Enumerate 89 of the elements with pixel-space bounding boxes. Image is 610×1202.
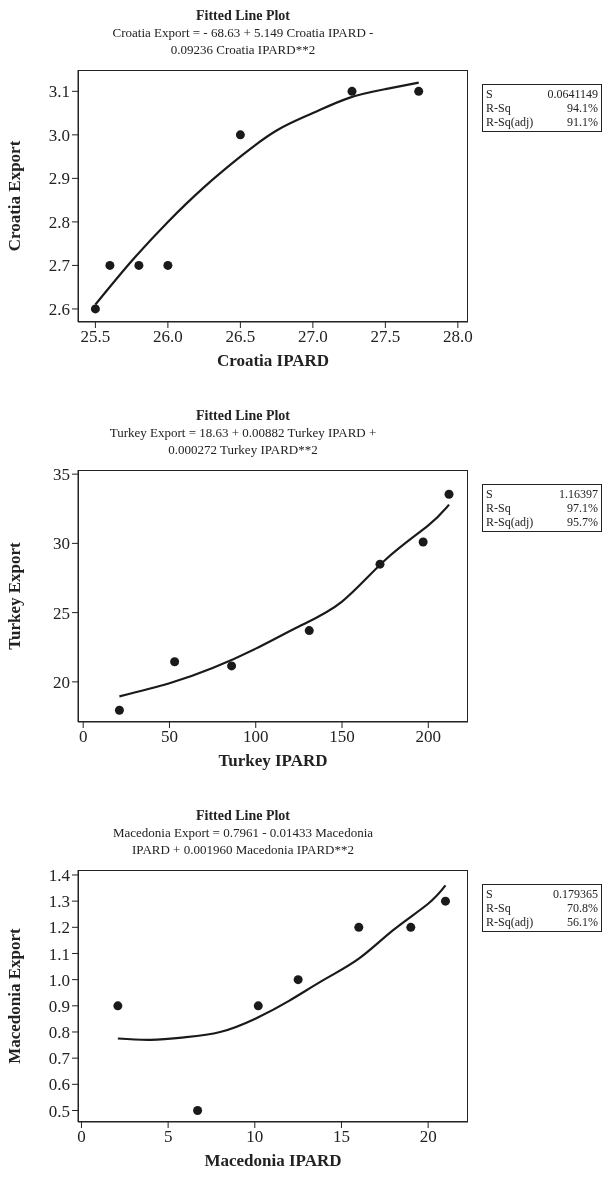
x-tick-label: 27.5 [370, 327, 401, 347]
y-tick-label: 1.0 [48, 970, 70, 990]
point [414, 86, 424, 96]
x-tick-label: 0 [77, 1127, 86, 1147]
y-tick-label: 20 [53, 672, 70, 692]
point [253, 1001, 263, 1011]
y-axis-title: Croatia Export [5, 140, 25, 252]
x-tick-label: 5 [163, 1127, 173, 1147]
chart-title: Fitted Line Plot [194, 808, 292, 824]
point [440, 896, 450, 906]
point [347, 86, 357, 96]
point [375, 559, 385, 569]
x-tick-label: 15 [332, 1127, 350, 1147]
text: 95.7% [567, 515, 598, 529]
x-tick-label: 200 [415, 727, 442, 747]
y-tick-label: 1.4 [48, 866, 71, 886]
y-tick-label: 0.8 [48, 1023, 70, 1043]
x-tick-label: 25.5 [80, 327, 111, 347]
x-tick-label: 28.0 [442, 327, 473, 347]
point [105, 260, 115, 270]
x-axis-title: Turkey IPARD [218, 751, 328, 770]
y-tick-label: 0.6 [48, 1075, 70, 1095]
y-tick-label: 3.1 [48, 82, 70, 102]
point [406, 922, 416, 932]
chart-subtitle: Turkey Export = 18.63 + 0.00882 Turkey IPARD + 0.000272 Turkey IPARD**2 [108, 424, 378, 458]
text: 1.16397 [559, 487, 598, 501]
point [193, 1105, 203, 1115]
point [444, 489, 454, 499]
y-tick-label: 2.7 [48, 256, 71, 276]
text: 56.1% [567, 915, 598, 929]
text: R-Sq [486, 101, 511, 115]
x-tick-label: 20 [419, 1127, 437, 1147]
point [114, 705, 124, 715]
text: 94.1% [567, 101, 598, 115]
point [354, 922, 364, 932]
point [170, 657, 180, 667]
text: R-Sq(adj) [486, 515, 534, 529]
text: 0.0641149 [547, 87, 598, 101]
y-tick-label: 30 [53, 534, 70, 554]
x-axis-title: Macedonia IPARD [204, 1151, 342, 1170]
point [113, 1001, 123, 1011]
text: R-Sq(adj) [486, 915, 534, 929]
x-tick-label: 0 [78, 727, 88, 747]
chart-title: Fitted Line Plot [194, 408, 292, 424]
y-tick-label: 1.2 [48, 918, 70, 938]
text: S [486, 887, 493, 901]
text: R-Sq [486, 501, 511, 515]
x-axis-title: Croatia IPARD [216, 351, 330, 370]
chart-subtitle: Macedonia Export = 0.7961 - 0.01433 Macedonia IPARD + 0.001960 Macedonia IPARD**2 [111, 824, 374, 858]
y-axis-title: Turkey Export [5, 541, 25, 650]
chart-subtitle: Croatia Export = - 68.63 + 5.149 Croatia IPARD - 0.09236 Croatia IPARD**2 [111, 24, 375, 58]
text: R-Sq [486, 901, 511, 915]
y-tick-label: 35 [53, 465, 70, 485]
point [235, 130, 245, 140]
line-series [118, 503, 451, 698]
y-tick-label: 1.1 [48, 944, 70, 964]
y-axis-title: Macedonia Export [5, 927, 25, 1064]
point [227, 661, 237, 671]
x-tick-label: 50 [160, 727, 178, 747]
point [293, 975, 303, 985]
x-tick-label: 150 [329, 727, 355, 747]
x-tick-label: 26.5 [225, 327, 256, 347]
chart-title: Fitted Line Plot [194, 8, 292, 24]
y-tick-label: 0.7 [48, 1049, 71, 1069]
y-tick-label: 2.8 [48, 212, 70, 232]
text: 97.1% [567, 501, 598, 515]
text: R-Sq(adj) [486, 115, 534, 129]
y-tick-label: 0.5 [48, 1101, 70, 1121]
y-tick-label: 2.6 [48, 299, 70, 319]
x-tick-label: 100 [242, 727, 269, 747]
point [418, 537, 428, 547]
point [304, 626, 314, 636]
point [90, 304, 100, 314]
y-tick-label: 0.9 [48, 996, 70, 1016]
text: 0.179365 [553, 887, 598, 901]
text: 91.1% [567, 115, 598, 129]
y-tick-label: 3.0 [48, 125, 70, 145]
x-tick-label: 10 [246, 1127, 264, 1147]
x-tick-label: 27.0 [297, 327, 328, 347]
x-tick-label: 26.0 [153, 327, 183, 347]
y-tick-label: 2.9 [48, 169, 70, 189]
point [134, 260, 144, 270]
text: S [486, 87, 493, 101]
y-tick-label: 25 [53, 603, 70, 623]
point [163, 260, 173, 270]
text: S [486, 487, 493, 501]
y-tick-label: 1.3 [48, 892, 70, 912]
line-series [116, 884, 447, 1041]
text: 70.8% [567, 901, 598, 915]
